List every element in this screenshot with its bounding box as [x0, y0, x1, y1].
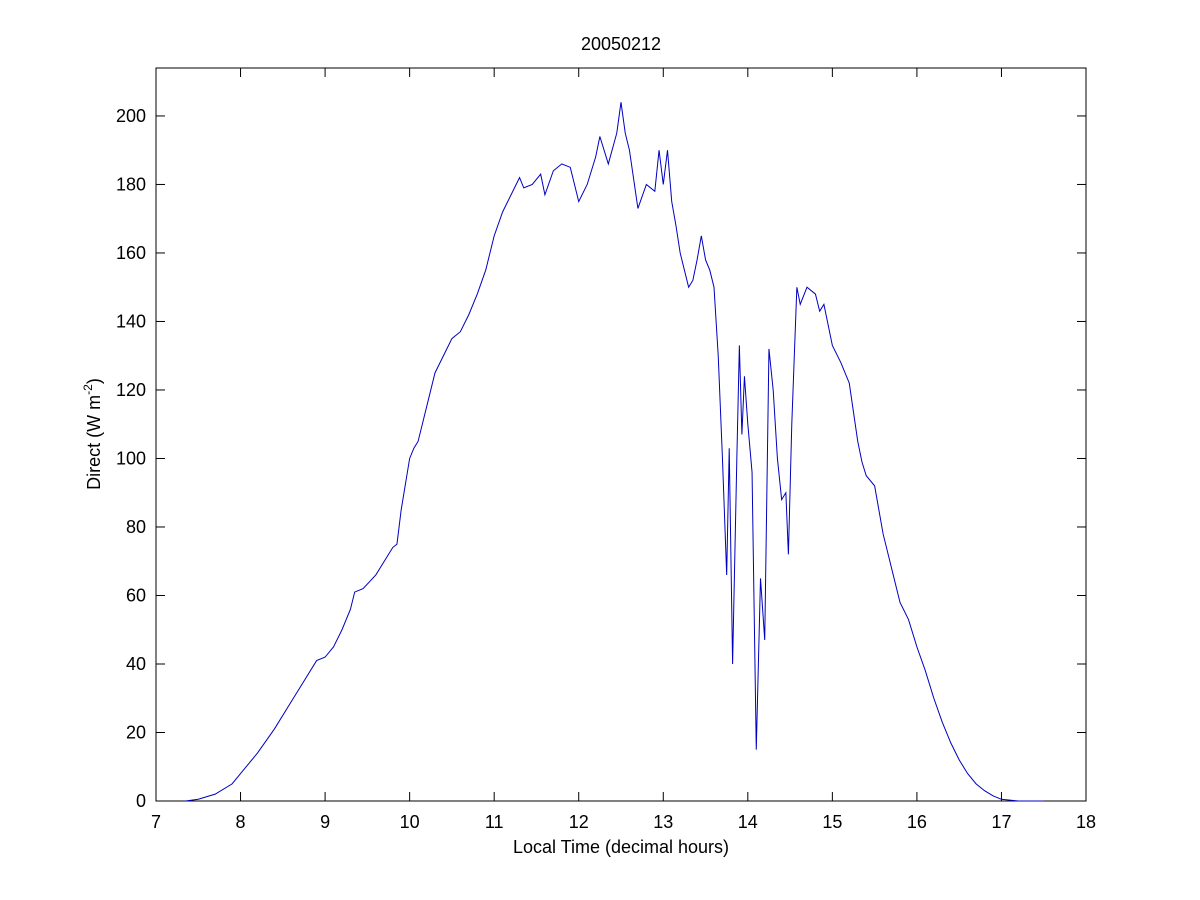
x-tick-label: 13 [653, 812, 673, 832]
x-tick-label: 10 [400, 812, 420, 832]
y-tick-label: 120 [116, 380, 146, 400]
y-tick-label: 0 [136, 791, 146, 811]
x-tick-label: 14 [738, 812, 758, 832]
x-axis-label: Local Time (decimal hours) [513, 837, 729, 857]
y-tick-label: 80 [126, 517, 146, 537]
y-tick-label: 20 [126, 722, 146, 742]
x-tick-label: 17 [991, 812, 1011, 832]
y-tick-label: 160 [116, 243, 146, 263]
x-tick-label: 9 [320, 812, 330, 832]
y-tick-label: 100 [116, 448, 146, 468]
y-label-text: Direct (W m [84, 395, 104, 490]
plot-area [155, 67, 1087, 802]
x-tick-label: 12 [569, 812, 589, 832]
y-tick-label: 180 [116, 174, 146, 194]
data-line [185, 102, 1044, 802]
x-tick-label: 7 [151, 812, 161, 832]
y-axis-label: Direct (W m-2) [81, 378, 104, 490]
y-tick-label: 40 [126, 654, 146, 674]
x-tick-label: 16 [907, 812, 927, 832]
x-tick-label: 18 [1076, 812, 1096, 832]
chart-title: 20050212 [581, 34, 661, 54]
x-tick-label: 11 [485, 812, 504, 832]
y-tick-label: 140 [116, 311, 146, 331]
y-label-end: ) [84, 378, 104, 384]
y-label-sup: -2 [81, 384, 95, 395]
x-tick-label: 15 [822, 812, 842, 832]
y-tick-label: 200 [116, 106, 146, 126]
y-tick-label: 60 [126, 585, 146, 605]
x-tick-label: 8 [236, 812, 246, 832]
